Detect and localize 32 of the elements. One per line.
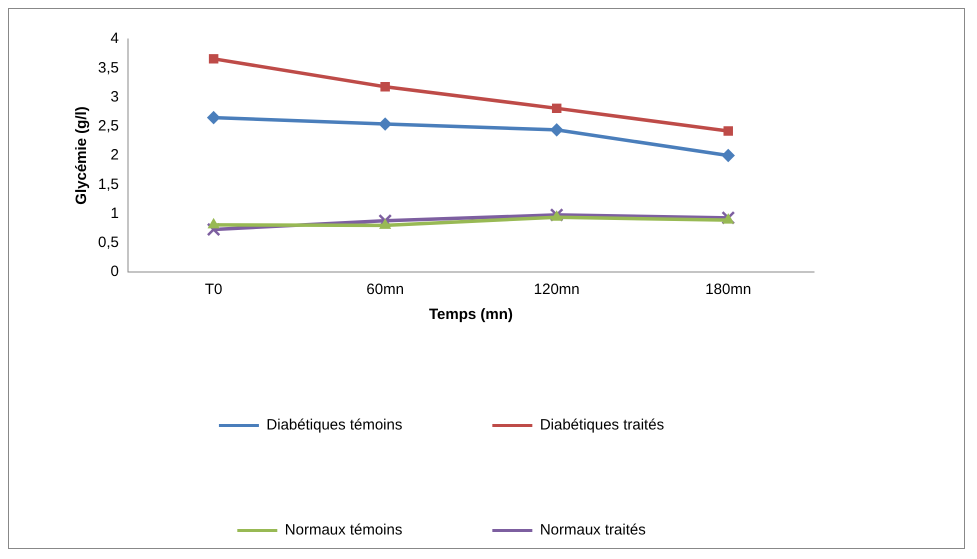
y-tick-label: 2 — [110, 146, 119, 164]
y-tick-label: 3 — [110, 88, 119, 106]
y-tick-label: 1 — [110, 204, 119, 222]
legend-label: Normaux traités — [540, 522, 646, 539]
y-tick-label: 4 — [110, 30, 119, 48]
point — [722, 149, 735, 162]
x-axis-title: Temps (mn) — [428, 306, 513, 324]
x-tick-label: 60mn — [366, 281, 404, 298]
y-tick-label: 3,5 — [98, 59, 119, 76]
point — [378, 118, 392, 131]
point — [721, 210, 736, 225]
point — [208, 54, 218, 64]
x-tick-label: T0 — [204, 281, 222, 298]
legend-label: Normaux témoins — [284, 522, 402, 539]
y-tick-label: 1,5 — [98, 176, 119, 193]
y-axis-title: Glycémie (g/l) — [73, 106, 90, 205]
point — [552, 104, 562, 114]
legend-label: Diabétiques traités — [540, 416, 664, 434]
x-tick-label: 120mn — [534, 281, 580, 298]
point — [551, 210, 562, 221]
y-tick-label: 0 — [110, 263, 119, 280]
point — [207, 111, 220, 124]
point — [208, 218, 220, 228]
point — [722, 214, 734, 224]
point — [550, 123, 564, 136]
x-tick-label: 180mn — [705, 281, 752, 298]
point — [380, 82, 390, 92]
y-tick-label: 2,5 — [98, 118, 119, 135]
y-tick-label: 0,5 — [98, 234, 119, 252]
legend-label: Diabétiques témoins — [266, 416, 402, 434]
point — [723, 126, 733, 136]
point — [379, 218, 391, 229]
